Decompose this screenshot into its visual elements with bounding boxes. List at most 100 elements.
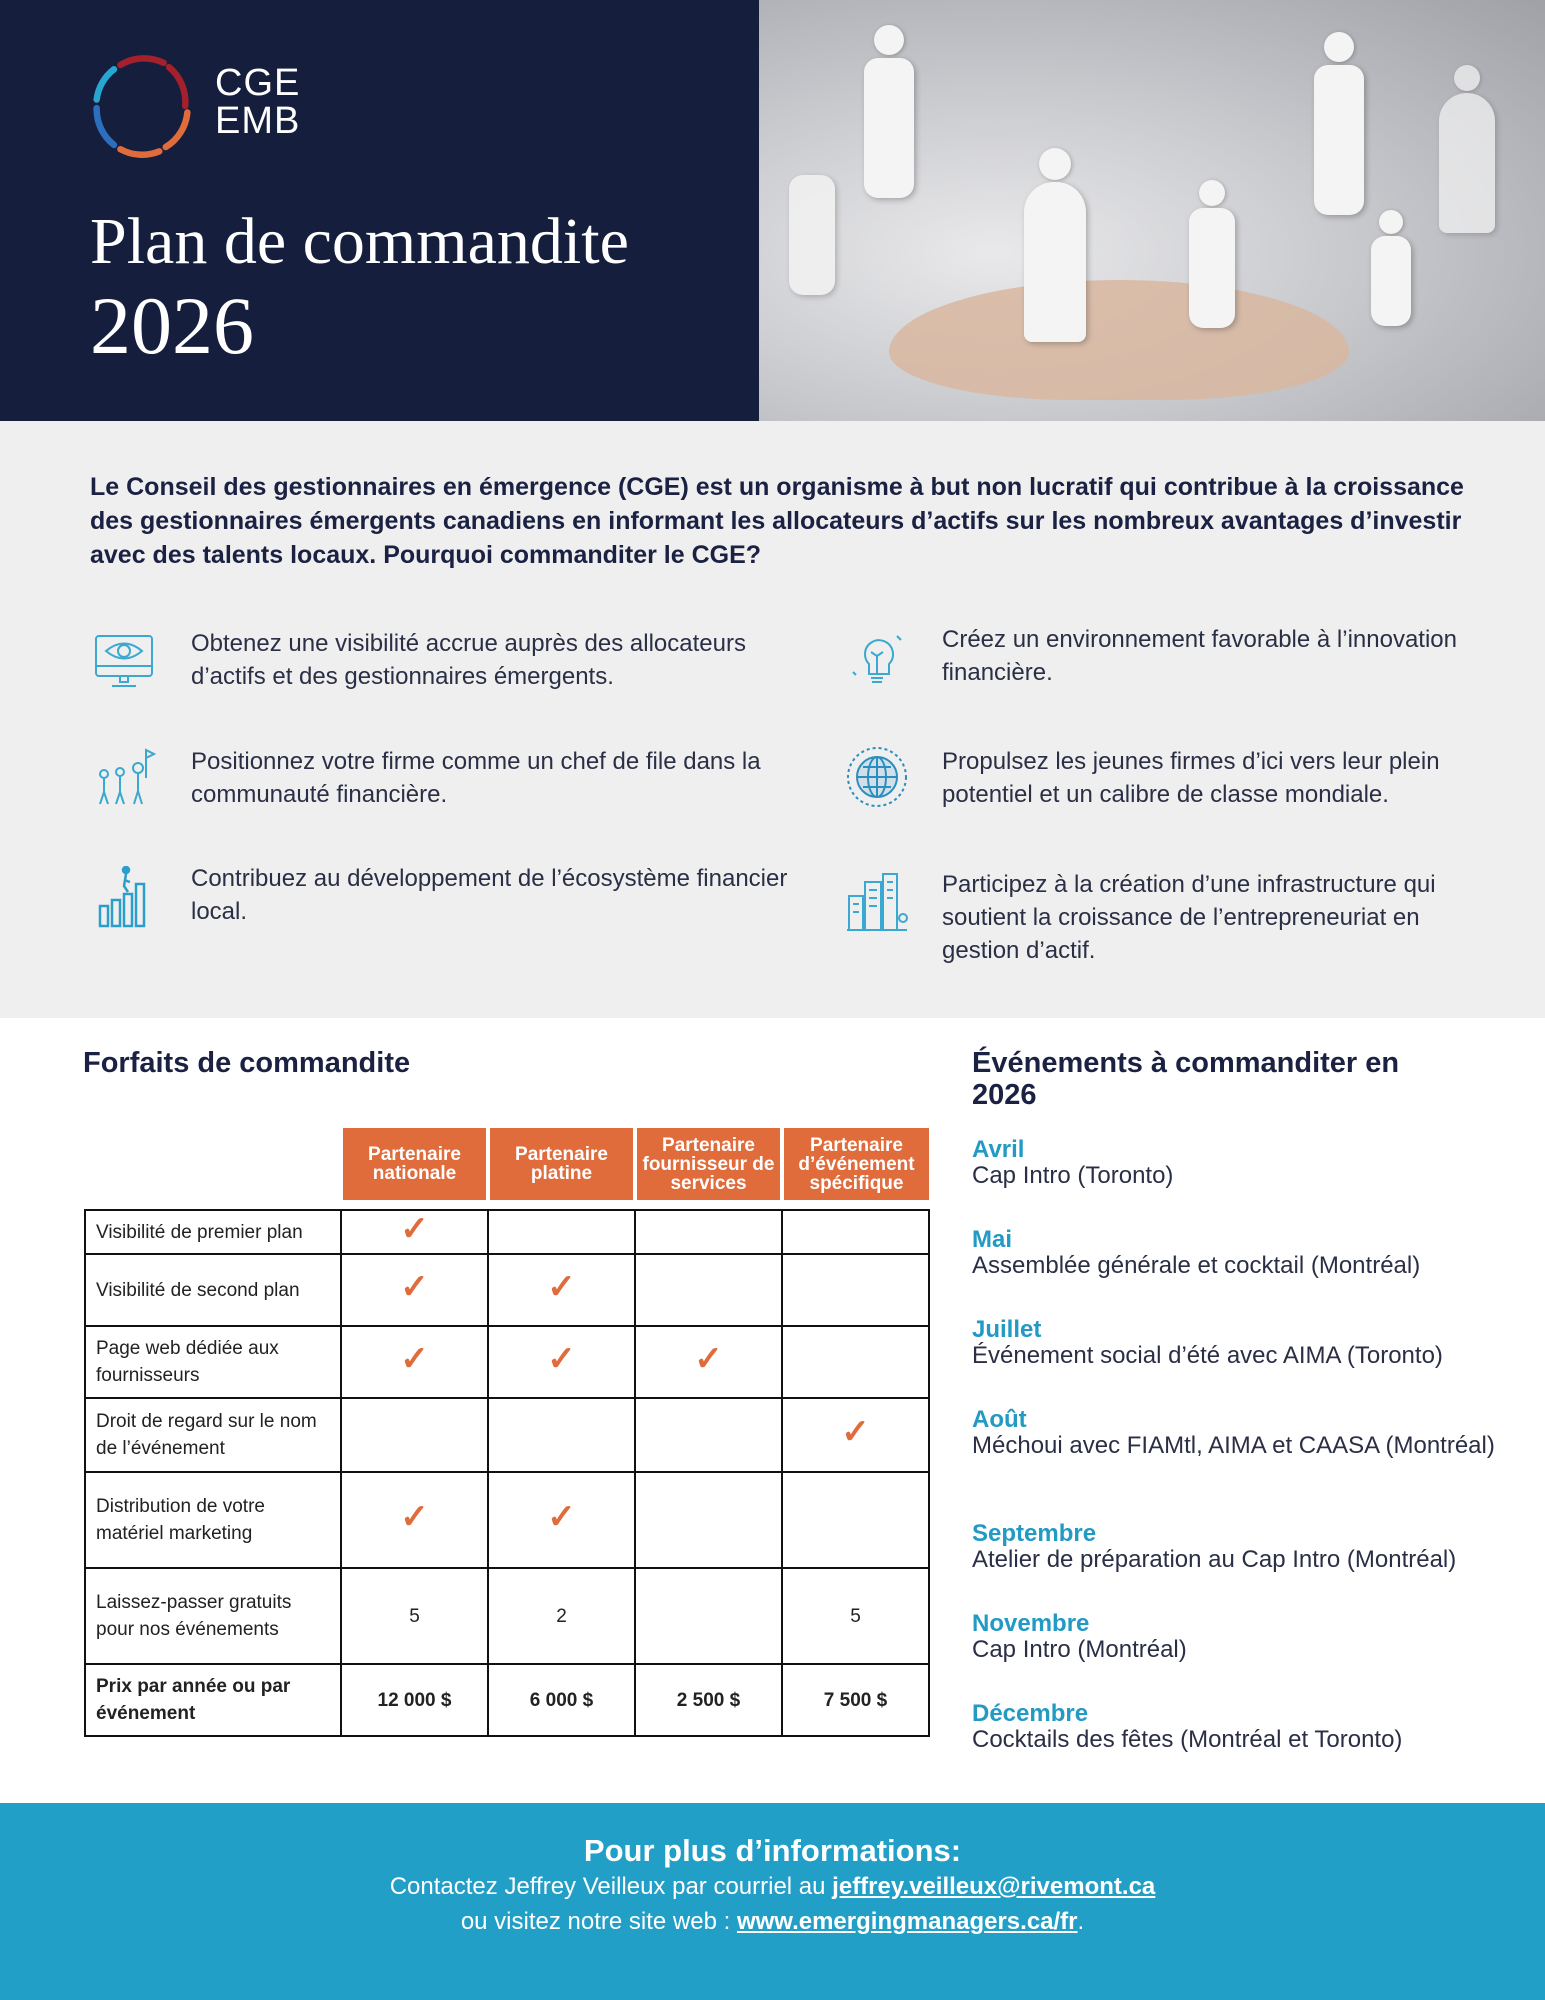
figure	[1439, 93, 1495, 233]
contact-text: Contactez Jeffrey Veilleux par courriel …	[389, 1873, 833, 1900]
column-header: Partenaire nationale	[339, 1128, 488, 1200]
table-header-row: Partenaire nationale Partenaire platine Pa…	[85, 1128, 929, 1200]
website-text: ou visitez notre site web :	[460, 1908, 737, 1935]
table-cell: 7 500 $	[781, 1663, 930, 1737]
benefit-text: Positionnez votre firme comme un chef de…	[191, 748, 761, 808]
table-cell: 2 500 $	[634, 1663, 783, 1737]
logo-text: CGE EMB	[215, 64, 300, 140]
email-link[interactable]: jeffrey.veilleux@rivemont.ca	[832, 1873, 1156, 1900]
hand-shape	[889, 280, 1349, 400]
event-item: Novembre Cap Intro (Montréal)	[972, 1610, 1532, 1662]
figure	[874, 25, 904, 55]
page-title: Plan de commandite 2026	[90, 200, 629, 368]
growth-bars-icon	[98, 866, 146, 928]
footer-title: Pour plus d’informations:	[583, 1833, 962, 1868]
table-row: Visibilité de second plan ✓ ✓	[84, 1253, 930, 1327]
footer-website-line: ou visitez notre site web : www.emerging…	[0, 1904, 1545, 1939]
title-line-1: Plan de commandite	[90, 205, 629, 278]
table-cell	[634, 1397, 783, 1473]
figure	[1024, 182, 1086, 342]
figure	[1199, 180, 1225, 206]
event-description: Assemblée générale et cocktail (Montréal…	[972, 1252, 1421, 1279]
benefit-text: Propulsez les jeunes firmes d’ici vers l…	[942, 748, 1440, 808]
figure	[789, 175, 835, 295]
checkmark-icon: ✓	[340, 1253, 489, 1327]
row-label: Distribution de votre matériel marketing	[84, 1471, 342, 1569]
table-cell	[781, 1325, 930, 1399]
event-item: Avril Cap Intro (Toronto)	[972, 1136, 1532, 1188]
table-row: Distribution de votre matériel marketing…	[84, 1471, 930, 1569]
benefit-text: Obtenez une visibilité accrue auprès des…	[191, 630, 746, 690]
logo-line-2: EMB	[215, 100, 301, 142]
figure	[1379, 210, 1403, 234]
figure	[1371, 236, 1411, 326]
event-month: Avril	[972, 1136, 1025, 1163]
header-blank	[85, 1128, 341, 1200]
table-cell: 6 000 $	[487, 1663, 636, 1737]
row-label: Prix par année ou par événement	[84, 1663, 342, 1737]
table-cell: 5	[340, 1567, 489, 1665]
figure	[1314, 65, 1364, 215]
event-item: Août Méchoui avec FIAMtl, AIMA et CAASA (…	[972, 1406, 1532, 1458]
table-cell	[781, 1471, 930, 1569]
checkmark-icon: ✓	[340, 1471, 489, 1569]
logo-line-1: CGE	[215, 62, 301, 104]
table-cell	[634, 1253, 783, 1327]
row-label: Visibilité de premier plan	[84, 1209, 342, 1255]
row-label: Droit de regard sur le nom de l’événemen…	[84, 1397, 342, 1473]
event-description: Cap Intro (Montréal)	[972, 1636, 1187, 1663]
checkmark-icon: ✓	[340, 1209, 489, 1255]
column-header: Partenaire d’événement spécifique	[780, 1128, 929, 1200]
table-row: Laissez-passer gratuits pour nos événeme…	[84, 1567, 930, 1665]
event-month: Juillet	[972, 1316, 1042, 1343]
figure	[1039, 148, 1071, 180]
intro-text: Le Conseil des gestionnaires en émergenc…	[90, 473, 1464, 569]
table-cell	[634, 1567, 783, 1665]
event-month: Décembre	[972, 1700, 1089, 1727]
checkmark-icon: ✓	[487, 1325, 636, 1399]
event-item: Décembre Cocktails des fêtes (Montréal et…	[972, 1700, 1532, 1752]
figure	[1189, 208, 1235, 328]
table-cell	[634, 1471, 783, 1569]
event-item: Juillet Événement social d’été avec AIMA …	[972, 1316, 1532, 1368]
table-cell	[634, 1209, 783, 1255]
table-cell: 2	[487, 1567, 636, 1665]
event-description: Atelier de préparation au Cap Intro (Mon…	[972, 1546, 1457, 1573]
cge-logo-icon	[93, 55, 191, 158]
figure	[1324, 32, 1354, 62]
checkmark-icon: ✓	[340, 1325, 489, 1399]
website-link[interactable]: www.emergingmanagers.ca/fr	[736, 1908, 1078, 1935]
table-row: Prix par année ou par événement 12 000 $6…	[84, 1663, 930, 1737]
event-month: Août	[972, 1406, 1027, 1433]
event-month: Mai	[972, 1226, 1013, 1253]
column-header: Partenaire fournisseur de services	[633, 1128, 782, 1200]
figure	[864, 58, 914, 198]
checkmark-icon: ✓	[781, 1397, 930, 1473]
table-row: Visibilité de premier plan ✓	[84, 1209, 930, 1255]
table-row: Droit de regard sur le nom de l’événemen…	[84, 1397, 930, 1473]
monitor-eye-icon	[95, 635, 153, 687]
packages-table: Partenaire nationale Partenaire platine Pa…	[84, 1128, 930, 1737]
table-cell	[781, 1209, 930, 1255]
table-cell	[487, 1397, 636, 1473]
benefit-text: Participez à la création d’une infrastru…	[942, 871, 1436, 964]
table-cell: 5	[781, 1567, 930, 1665]
table-cell	[781, 1253, 930, 1327]
event-month: Novembre	[972, 1610, 1090, 1637]
hero-image-hand-with-people	[759, 0, 1545, 421]
event-item: Mai Assemblée générale et cocktail (Montr…	[972, 1226, 1532, 1278]
checkmark-icon: ✓	[634, 1325, 783, 1399]
event-month: Septembre	[972, 1520, 1097, 1547]
row-label: Visibilité de second plan	[84, 1253, 342, 1327]
city-buildings-icon	[847, 873, 908, 931]
table-cell	[487, 1209, 636, 1255]
benefit-text: Créez un environnement favorable à l’inn…	[942, 626, 1457, 686]
intro-section	[0, 421, 1545, 1018]
checkmark-icon: ✓	[487, 1471, 636, 1569]
table-cell: 12 000 $	[340, 1663, 489, 1737]
benefit-text: Contribuez au développement de l’écosyst…	[191, 865, 788, 925]
globe-icon	[847, 747, 907, 807]
title-year: 2026	[90, 280, 254, 371]
row-label: Page web dédiée aux fournisseurs	[84, 1325, 342, 1399]
column-header: Partenaire platine	[486, 1128, 635, 1200]
